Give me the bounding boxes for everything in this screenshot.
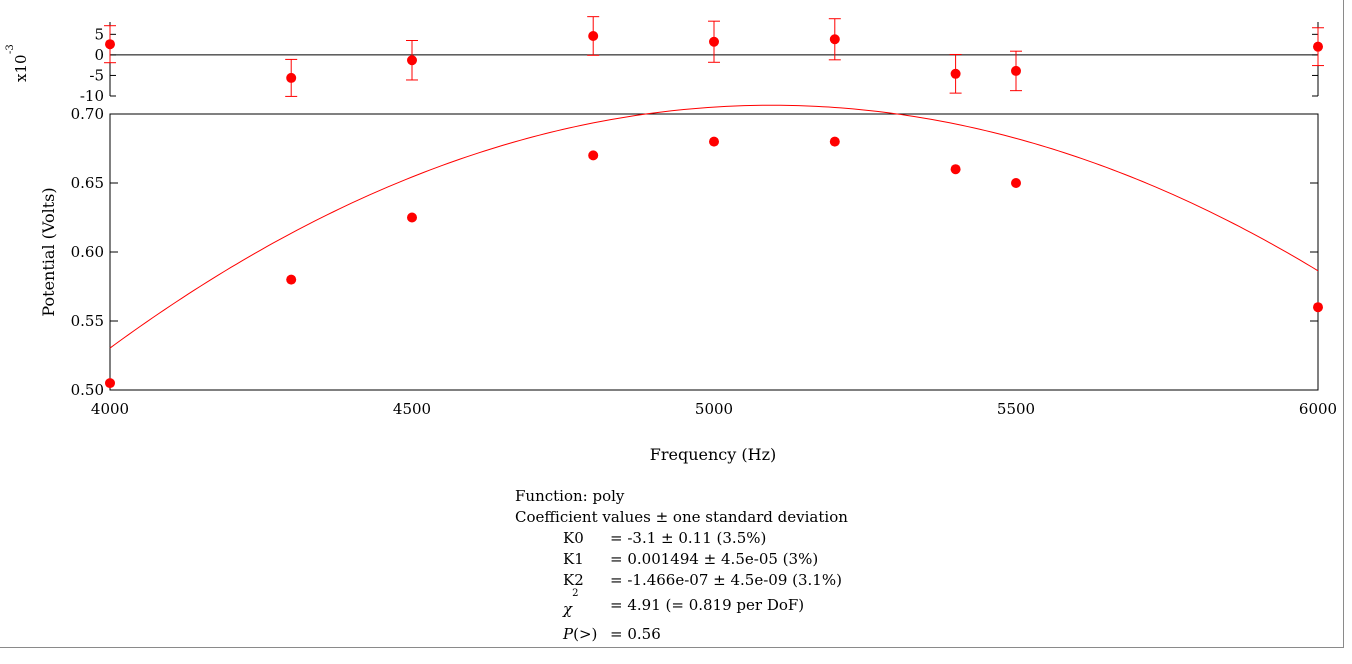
residual-panel: 5 0 -5 -10 x10-3 xyxy=(5,16,1324,105)
main-y-tick-label: 0.65 xyxy=(71,174,104,192)
data-point xyxy=(105,378,115,389)
coef-name: K0 xyxy=(563,529,584,547)
main-x-tick-label: 4500 xyxy=(393,400,431,418)
data-point xyxy=(1313,302,1323,313)
data-point xyxy=(950,164,961,175)
coef-name: K1 xyxy=(563,550,584,568)
residual-y-tick-label: 0 xyxy=(94,46,104,64)
chi-value: = 4.91 (= 0.819 per DoF) xyxy=(610,596,805,614)
function-line: Function: poly xyxy=(515,487,625,505)
residual-point xyxy=(950,68,961,79)
data-point xyxy=(407,212,417,223)
main-y-tick-label: 0.60 xyxy=(71,243,104,261)
coef-name: K2 xyxy=(563,571,584,589)
chi-label: χ2 xyxy=(563,588,578,620)
residual-y-tick-label: 5 xyxy=(94,25,104,43)
fit-report: Function: poly Coefficient values ± one … xyxy=(515,486,848,645)
main-x-tick-label: 4000 xyxy=(91,400,129,418)
data-point xyxy=(709,136,719,147)
residual-point xyxy=(588,30,599,41)
coef-value: = -3.1 ± 0.11 (3.5%) xyxy=(610,529,767,547)
p-value-line: P(>) = 0.56 xyxy=(515,624,848,645)
data-point xyxy=(829,136,840,147)
main-x-tick-label: 5500 xyxy=(997,400,1035,418)
main-y-tick-label: 0.70 xyxy=(71,105,104,123)
residual-multiplier-label: x10 xyxy=(12,54,30,82)
fit-curve xyxy=(109,104,1319,349)
residual-y-tick-label: -10 xyxy=(80,87,104,105)
window-frame xyxy=(0,0,1344,648)
residual-point xyxy=(286,72,297,83)
main-y-tick-label: 0.55 xyxy=(71,312,104,330)
chi-symbol: χ xyxy=(563,600,573,618)
residual-y-tick-label: -5 xyxy=(89,66,104,84)
coefficient-k2: K2 = -1.466e-07 ± 4.5e-09 (3.1%) xyxy=(515,570,848,591)
p-label-italic: P xyxy=(563,625,574,643)
y-axis-label: Potential (Volts) xyxy=(39,187,58,316)
residual-multiplier-exponent: -3 xyxy=(5,44,16,54)
x-axis-label: Frequency (Hz) xyxy=(650,445,777,464)
residual-point xyxy=(1313,41,1323,52)
main-plot-frame xyxy=(109,113,1319,391)
coef-value: = 0.001494 ± 4.5e-05 (3%) xyxy=(610,550,819,568)
residual-point xyxy=(709,36,719,47)
p-label: P(>) xyxy=(563,624,597,645)
data-point xyxy=(286,274,297,285)
coefficient-k0: K0 = -3.1 ± 0.11 (3.5%) xyxy=(515,528,848,549)
chi-exponent: 2 xyxy=(572,588,579,599)
p-label-rest: (>) xyxy=(573,625,598,643)
data-point xyxy=(588,150,599,161)
residual-point xyxy=(407,55,417,66)
main-x-tick-label: 5000 xyxy=(695,400,733,418)
data-point xyxy=(1011,178,1021,188)
main-x-tick-label: 6000 xyxy=(1299,400,1337,418)
p-value: = 0.56 xyxy=(610,625,661,643)
coefficient-header: Coefficient values ± one standard deviat… xyxy=(515,508,848,526)
residual-point xyxy=(829,34,840,45)
residual-point xyxy=(105,39,115,50)
coef-value: = -1.466e-07 ± 4.5e-09 (3.1%) xyxy=(610,571,842,589)
coefficient-k1: K1 = 0.001494 ± 4.5e-05 (3%) xyxy=(515,549,848,570)
residual-point xyxy=(1011,65,1021,76)
main-y-tick-label: 0.50 xyxy=(71,381,104,399)
chi-square-line: χ2 = 4.91 (= 0.819 per DoF) xyxy=(515,588,848,624)
